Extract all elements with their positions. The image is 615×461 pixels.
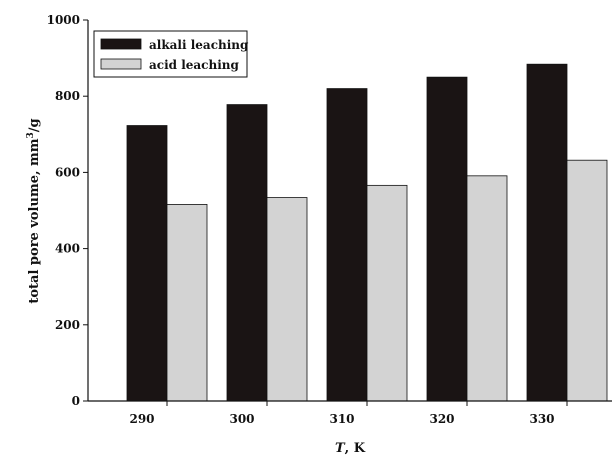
x-tick-label: 320 <box>429 412 454 426</box>
bar-acid-320 <box>466 175 508 402</box>
legend: alkali leaching acid leaching <box>93 30 249 78</box>
y-tick-label: 800 <box>55 89 80 103</box>
bar-alkali-290 <box>126 125 168 402</box>
bar-acid-300 <box>266 197 308 402</box>
bar-alkali-300 <box>226 104 268 402</box>
x-tick-label: 310 <box>329 412 354 426</box>
axes-group <box>87 20 612 402</box>
bar-alkali-310 <box>326 88 368 402</box>
bars-group <box>126 63 608 402</box>
y-ticks-group: 0 200 400 600 800 1000 <box>47 13 88 408</box>
x-ticks-group: 290 300 310 320 330 <box>129 401 568 426</box>
bar-alkali-320 <box>426 76 468 402</box>
y-tick-label: 400 <box>55 242 80 256</box>
bar-acid-330 <box>566 159 608 402</box>
x-tick-label: 290 <box>129 412 154 426</box>
legend-swatch-acid <box>100 58 142 70</box>
legend-label-alkali: alkali leaching <box>149 38 249 52</box>
y-tick-label: 600 <box>55 165 80 179</box>
legend-label-acid: acid leaching <box>149 58 239 72</box>
x-tick-label: 300 <box>229 412 254 426</box>
y-tick-label: 0 <box>72 394 80 408</box>
x-axis-title: T, K <box>335 441 366 456</box>
y-tick-label: 1000 <box>47 13 80 27</box>
bar-acid-310 <box>366 184 408 402</box>
bar-alkali-330 <box>526 63 568 402</box>
y-tick-label: 200 <box>55 318 80 332</box>
bar-acid-290 <box>166 204 208 402</box>
legend-swatch-alkali <box>100 38 142 50</box>
y-axis-title: total pore volume, mm3/g <box>26 118 42 303</box>
x-tick-label: 330 <box>529 412 554 426</box>
